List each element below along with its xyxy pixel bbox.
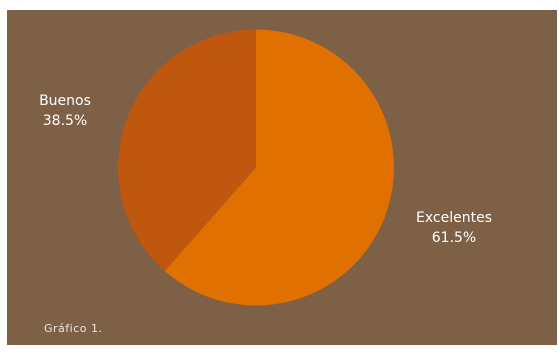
chart-panel: Buenos 38.5% Excelentes 61.5% Gráfico 1. (7, 10, 557, 345)
slice-percent-buenos: 38.5% (42, 113, 88, 129)
slice-name-buenos: Buenos (39, 93, 91, 109)
slice-label-buenos: Buenos 38.5% (29, 91, 101, 131)
chart-caption: Gráfico 1. (44, 322, 103, 335)
pie-slice-buenos (118, 29, 256, 272)
pie-slice-excelentes (164, 29, 394, 306)
slice-percent-excelentes: 61.5% (431, 230, 477, 246)
slice-name-excelentes: Excelentes (416, 210, 492, 226)
slice-label-excelentes: Excelentes 61.5% (404, 208, 504, 248)
pie-chart (118, 29, 394, 306)
